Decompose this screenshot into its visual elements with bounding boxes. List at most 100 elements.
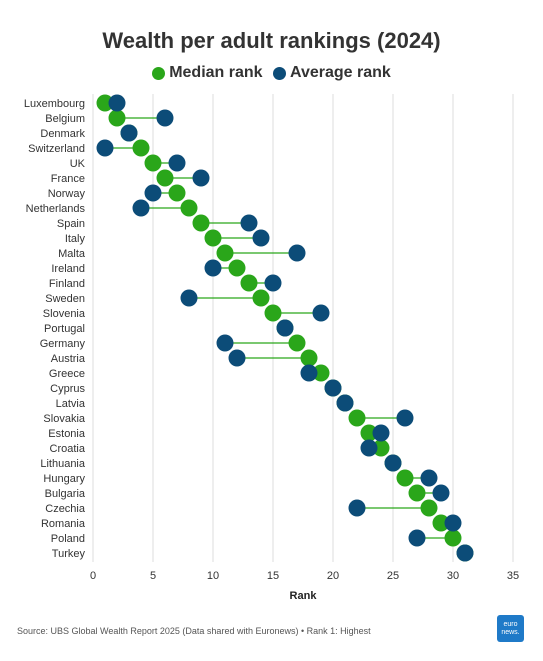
- average-point-portugal: [276, 319, 294, 337]
- average-point-cyprus: [324, 379, 342, 397]
- average-point-luxembourg: [108, 94, 126, 112]
- median-point-greece: [312, 364, 330, 382]
- category-label-estonia: Estonia: [48, 428, 86, 440]
- category-label-uk: UK: [70, 158, 86, 170]
- median-point-ireland: [228, 259, 246, 277]
- category-label-ireland: Ireland: [51, 263, 85, 275]
- median-point-slovakia: [348, 409, 366, 427]
- x-tick-label-15: 15: [267, 570, 279, 582]
- category-label-netherlands: Netherlands: [26, 203, 86, 215]
- x-tick-label-0: 0: [90, 570, 96, 582]
- average-point-lithuania: [384, 454, 402, 472]
- legend-median-label: Median rank: [169, 64, 263, 81]
- chart-legend: Median rank Average rank: [0, 64, 543, 85]
- average-point-ireland: [204, 259, 222, 277]
- average-point-switzerland: [96, 139, 114, 157]
- average-point-uk: [168, 154, 186, 172]
- average-point-czechia: [348, 499, 366, 517]
- category-label-cyprus: Cyprus: [50, 383, 85, 395]
- x-tick-label-20: 20: [327, 570, 339, 582]
- category-label-france: France: [51, 173, 85, 185]
- median-point-sweden: [252, 289, 270, 307]
- category-label-romania: Romania: [41, 518, 86, 530]
- category-label-malta: Malta: [58, 248, 86, 260]
- category-label-norway: Norway: [48, 188, 86, 200]
- median-point-luxembourg: [96, 94, 114, 112]
- median-point-italy: [204, 229, 222, 247]
- median-point-bulgaria: [408, 484, 426, 502]
- median-point-spain: [192, 214, 210, 232]
- category-label-spain: Spain: [57, 218, 85, 230]
- median-point-belgium: [108, 109, 126, 127]
- category-label-slovenia: Slovenia: [43, 308, 86, 320]
- euronews-logo: euro news.: [497, 615, 524, 642]
- category-label-croatia: Croatia: [50, 443, 86, 455]
- average-point-austria: [228, 349, 246, 367]
- average-point-bulgaria: [432, 484, 450, 502]
- average-point-italy: [252, 229, 270, 247]
- category-label-luxembourg: Luxembourg: [24, 98, 85, 110]
- x-tick-label-35: 35: [507, 570, 519, 582]
- x-tick-label-30: 30: [447, 570, 459, 582]
- category-label-czechia: Czechia: [45, 503, 86, 515]
- average-point-sweden: [180, 289, 198, 307]
- category-label-belgium: Belgium: [45, 113, 85, 125]
- average-point-slovakia: [396, 409, 414, 427]
- average-point-greece: [300, 364, 318, 382]
- chart-title: Wealth per adult rankings (2024): [102, 28, 441, 53]
- median-point-austria: [300, 349, 318, 367]
- median-point-germany: [288, 334, 306, 352]
- legend-median-marker: [152, 66, 166, 80]
- category-label-lithuania: Lithuania: [40, 458, 86, 470]
- category-label-hungary: Hungary: [43, 473, 85, 485]
- median-point-czechia: [420, 499, 438, 517]
- legend-average-marker: [273, 66, 286, 80]
- median-point-slovenia: [264, 304, 282, 322]
- category-label-poland: Poland: [51, 533, 85, 545]
- average-point-croatia: [360, 439, 378, 457]
- logo-text-line1: euro: [503, 621, 518, 628]
- legend-item-median: Median rank: [152, 64, 263, 82]
- average-point-germany: [216, 334, 234, 352]
- median-point-norway: [168, 184, 186, 202]
- median-point-hungary: [396, 469, 414, 487]
- median-point-malta: [216, 244, 234, 262]
- category-label-bulgaria: Bulgaria: [45, 488, 86, 500]
- median-point-uk: [144, 154, 162, 172]
- average-point-spain: [240, 214, 258, 232]
- category-label-austria: Austria: [51, 353, 86, 365]
- source-note: Source: UBS Global Wealth Report 2025 (D…: [17, 626, 371, 636]
- median-point-finland: [240, 274, 258, 292]
- average-point-slovenia: [312, 304, 330, 322]
- x-tick-label-25: 25: [387, 570, 399, 582]
- x-tick-label-5: 5: [150, 570, 156, 582]
- median-point-croatia: [372, 439, 390, 457]
- median-point-poland: [444, 529, 462, 547]
- category-label-slovakia: Slovakia: [43, 413, 85, 425]
- legend-average-label: Average rank: [290, 64, 391, 81]
- average-point-finland: [264, 274, 282, 292]
- average-point-belgium: [156, 109, 174, 127]
- average-point-hungary: [420, 469, 438, 487]
- category-label-finland: Finland: [49, 278, 85, 290]
- average-point-romania: [444, 514, 462, 532]
- category-label-germany: Germany: [40, 338, 86, 350]
- median-point-romania: [432, 514, 450, 532]
- category-label-sweden: Sweden: [45, 293, 85, 305]
- median-point-estonia: [360, 424, 378, 442]
- average-point-poland: [408, 529, 426, 547]
- category-label-latvia: Latvia: [56, 398, 86, 410]
- category-label-italy: Italy: [65, 233, 86, 245]
- median-point-france: [156, 169, 174, 187]
- average-point-netherlands: [132, 199, 150, 217]
- average-point-latvia: [336, 394, 354, 412]
- x-axis-title: Rank: [290, 590, 318, 602]
- average-point-turkey: [456, 544, 474, 562]
- logo-text-line2: news.: [501, 629, 520, 636]
- median-point-netherlands: [180, 199, 198, 217]
- category-label-switzerland: Switzerland: [28, 143, 85, 155]
- average-point-malta: [288, 244, 306, 262]
- legend-item-average: Average rank: [273, 64, 391, 82]
- average-point-denmark: [120, 124, 138, 142]
